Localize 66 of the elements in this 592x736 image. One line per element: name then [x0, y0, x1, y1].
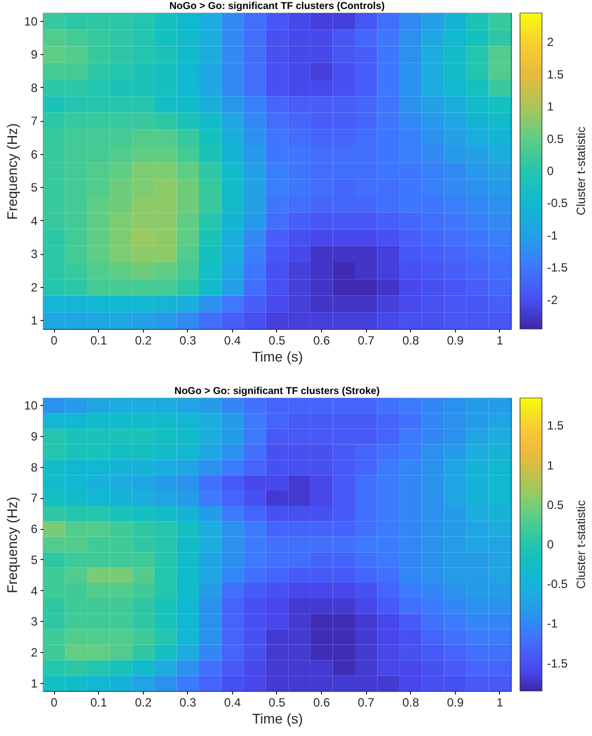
x-tick-label: 0.7	[358, 696, 375, 710]
x-tick-label: 0.5	[268, 334, 286, 348]
color-bar-label: -0.5	[547, 196, 568, 210]
y-tick-label: 3	[30, 247, 38, 262]
y-tick-label: 5	[30, 180, 38, 195]
color-bar-label: 0	[547, 164, 554, 178]
y-tick-label: 10	[24, 14, 38, 28]
color-bar-label: -2	[547, 292, 558, 307]
x-tick-label: 0	[50, 696, 58, 710]
color-bar-label: 1.5	[547, 67, 564, 82]
x-tick-label: 0.6	[313, 334, 330, 348]
color-bar-label: 0	[547, 538, 554, 552]
y-tick-label: 2	[30, 280, 38, 294]
y-tick-label: 2	[30, 645, 38, 660]
x-tick-label: 0.3	[180, 696, 197, 710]
color-bar-label: 2	[547, 35, 554, 50]
y-tick-label: 10	[24, 398, 38, 413]
y-tick-label: 4	[30, 214, 38, 228]
y-tick-label: 9	[30, 430, 38, 444]
y-axis-title: Frequency (Hz)	[4, 496, 20, 594]
y-tick-label: 1	[30, 314, 38, 328]
x-tick-label: 0.9	[446, 696, 464, 710]
y-tick-label: 6	[30, 522, 38, 536]
color-bar-title: Cluster t-statistic	[574, 500, 588, 589]
color-bar-label: -1.5	[547, 260, 568, 275]
x-tick-label: 0.1	[90, 696, 108, 710]
color-bar-label: -0.5	[547, 577, 568, 592]
color-bar-label: 0.5	[547, 132, 564, 146]
color-bar-label: 0.5	[547, 498, 564, 512]
color-bar-label: 1	[547, 458, 554, 472]
color-bar-label: 1	[547, 100, 554, 114]
y-tick-label: 8	[30, 80, 38, 95]
x-tick-label: 0.8	[402, 334, 420, 348]
y-tick-label: 8	[30, 460, 38, 474]
y-axis-title: Frequency (Hz)	[4, 123, 20, 220]
x-tick-label: 0.8	[402, 696, 420, 710]
x-tick-label: 0.7	[358, 334, 375, 348]
y-tick-label: 7	[30, 491, 38, 506]
color-bar-title: Cluster t-statistic	[574, 126, 588, 216]
x-axis-title: Time (s)	[252, 710, 303, 726]
x-tick-label: 0.2	[134, 696, 152, 710]
x-axis-title: Time (s)	[252, 348, 303, 364]
x-tick-label: 0.5	[268, 696, 286, 710]
x-tick-label: 1	[496, 334, 504, 348]
x-tick-label: 0.4	[224, 334, 242, 348]
y-tick-label: 7	[30, 114, 38, 128]
x-tick-label: 0.1	[90, 334, 108, 348]
color-bar-label: -1.5	[547, 656, 568, 670]
y-tick-label: 1	[30, 676, 38, 690]
x-tick-label: 0.4	[224, 696, 242, 710]
x-tick-label: 0.2	[134, 334, 152, 348]
y-tick-label: 6	[30, 147, 38, 162]
chart-title: NoGo > Go: significant TF clusters (Stroke)	[174, 386, 380, 397]
x-tick-label: 1	[496, 696, 504, 710]
y-tick-label: 9	[30, 48, 38, 62]
y-tick-label: 4	[30, 584, 38, 598]
x-tick-label: 0.6	[313, 696, 330, 710]
chart-title: NoGo > Go: significant TF clusters (Controls)	[169, 1, 385, 12]
x-tick-label: 0.3	[180, 334, 197, 348]
color-bar-label: -1	[547, 616, 558, 631]
x-tick-label: 0	[50, 334, 58, 348]
y-tick-label: 5	[30, 552, 38, 567]
y-tick-label: 3	[30, 614, 38, 629]
color-bar-label: -1	[547, 228, 558, 242]
x-tick-label: 0.9	[446, 334, 464, 348]
color-bar-label: 1.5	[547, 418, 564, 433]
